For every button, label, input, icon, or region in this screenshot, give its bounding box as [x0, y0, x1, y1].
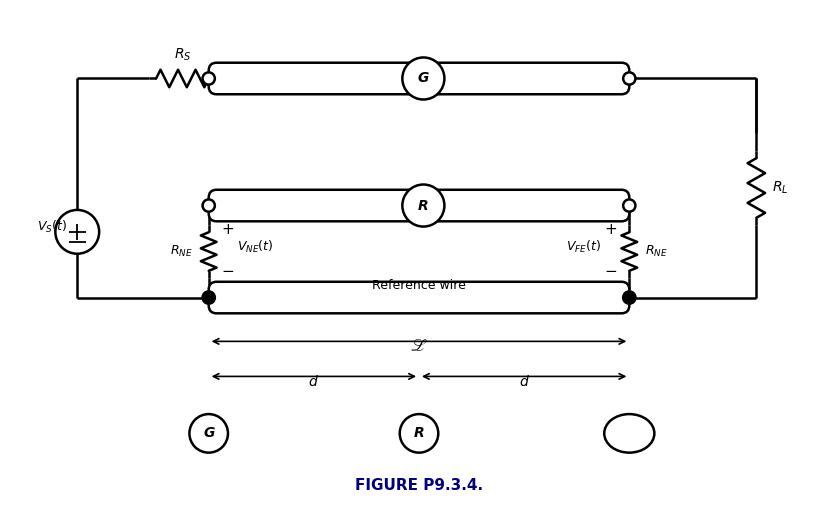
- Circle shape: [623, 291, 635, 303]
- Text: $R_{NE}$: $R_{NE}$: [170, 244, 193, 259]
- Text: $R_L$: $R_L$: [772, 180, 789, 196]
- Text: G: G: [203, 426, 215, 440]
- Circle shape: [623, 72, 635, 85]
- Circle shape: [623, 292, 635, 303]
- Circle shape: [402, 184, 444, 227]
- Text: R: R: [414, 426, 424, 440]
- Text: Reference wire: Reference wire: [372, 279, 466, 292]
- Text: FIGURE P9.3.4.: FIGURE P9.3.4.: [355, 478, 483, 494]
- Text: +: +: [221, 222, 234, 237]
- Circle shape: [400, 414, 438, 453]
- FancyBboxPatch shape: [209, 282, 629, 313]
- Text: $d$: $d$: [519, 374, 530, 388]
- Text: $R_{NE}$: $R_{NE}$: [645, 244, 668, 259]
- FancyBboxPatch shape: [209, 190, 629, 222]
- Circle shape: [623, 200, 635, 212]
- Circle shape: [402, 57, 444, 100]
- Circle shape: [203, 292, 215, 303]
- Text: $\mathscr{L}$: $\mathscr{L}$: [411, 337, 427, 354]
- FancyBboxPatch shape: [209, 62, 629, 94]
- Circle shape: [203, 200, 215, 212]
- Circle shape: [203, 72, 215, 85]
- Ellipse shape: [604, 414, 654, 453]
- Text: $-$: $-$: [604, 261, 617, 277]
- Text: $V_S(t)$: $V_S(t)$: [37, 219, 67, 236]
- Text: $V_{NE}(t)$: $V_{NE}(t)$: [237, 239, 273, 255]
- Text: G: G: [417, 71, 429, 86]
- Circle shape: [203, 291, 215, 303]
- Text: +: +: [604, 222, 617, 237]
- Text: $R_S$: $R_S$: [173, 46, 191, 62]
- Text: $-$: $-$: [221, 261, 234, 277]
- Text: $d$: $d$: [308, 374, 319, 388]
- Text: R: R: [418, 198, 429, 213]
- Text: $V_{FE}(t)$: $V_{FE}(t)$: [566, 239, 601, 255]
- Circle shape: [189, 414, 228, 453]
